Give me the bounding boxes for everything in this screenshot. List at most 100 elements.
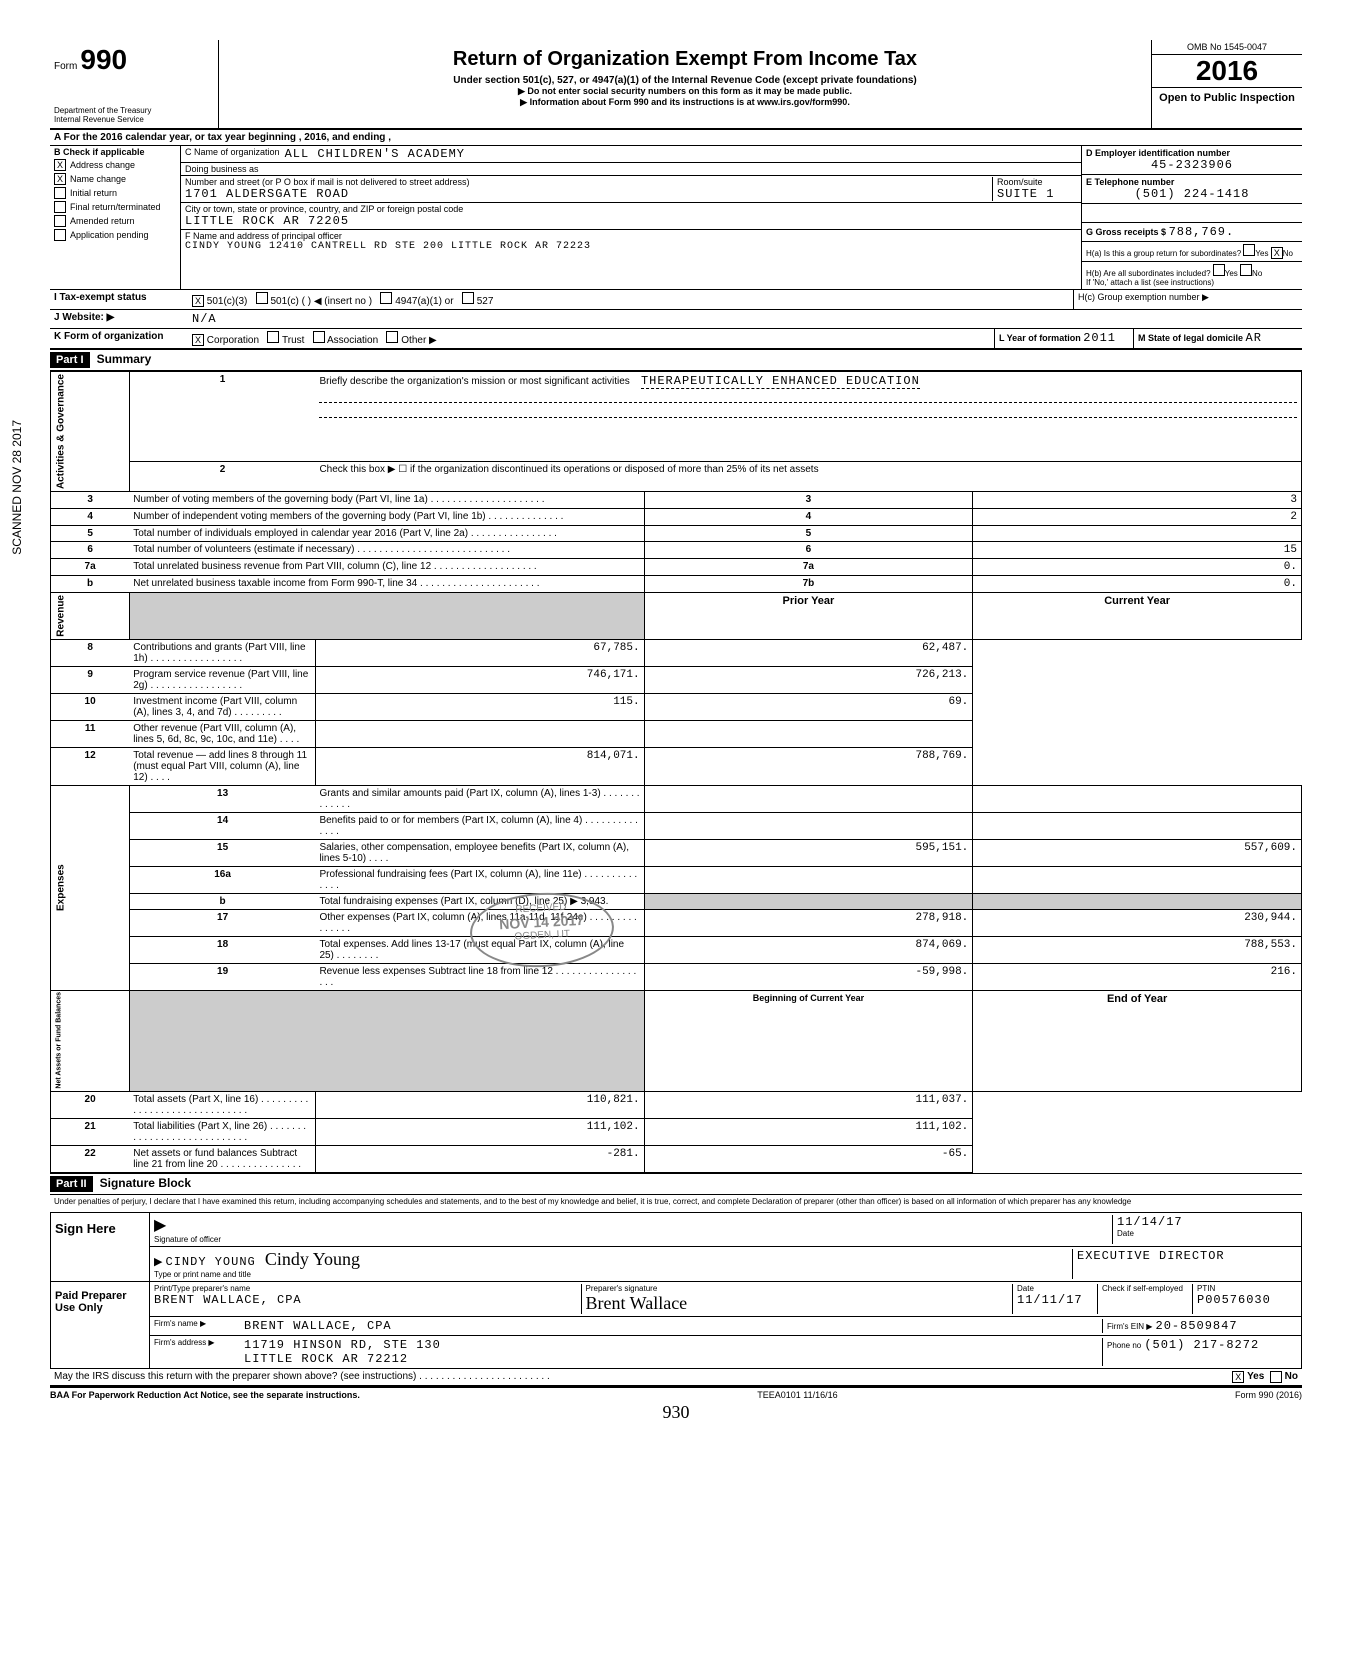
line13-num: 13 (129, 785, 315, 812)
line5-box: 5 (644, 526, 973, 542)
b-check-2[interactable] (54, 187, 66, 199)
phone: (501) 217-8272 (1144, 1338, 1259, 1352)
l-label: L Year of formation (999, 333, 1081, 343)
prep-signature: Brent Wallace (586, 1293, 688, 1313)
line22-desc: Net assets or fund balances Subtract lin… (129, 1146, 315, 1173)
hb-label: H(b) Are all subordinates included? (1086, 269, 1211, 278)
ha-yes: Yes (1255, 249, 1268, 258)
line7a-desc: Total unrelated business revenue from Pa… (129, 559, 644, 576)
officer-title: EXECUTIVE DIRECTOR (1072, 1249, 1297, 1279)
scanned-stamp: SCANNED NOV 28 2017 (10, 420, 24, 555)
line9-num: 9 (51, 666, 130, 693)
e-label: E Telephone number (1086, 177, 1174, 187)
footer: BAA For Paperwork Reduction Act Notice, … (50, 1387, 1302, 1402)
part1-header-row: Part I Summary (50, 349, 1302, 371)
b-check-label-4: Amended return (70, 216, 135, 226)
line15-desc: Salaries, other compensation, employee b… (315, 839, 644, 866)
i-501c3-box[interactable]: X (192, 295, 204, 307)
line18-num: 18 (129, 936, 315, 963)
b-label: B Check if applicable (54, 147, 145, 157)
f-label: F Name and address of principal officer (185, 231, 1077, 241)
line20-num: 20 (51, 1092, 130, 1119)
line14-curr (973, 812, 1302, 839)
b-check-0[interactable]: X (54, 159, 66, 171)
line9-curr: 726,213. (644, 666, 973, 693)
prep-date: 11/11/17 (1017, 1293, 1097, 1307)
line8-prior: 67,785. (315, 639, 644, 666)
line19-num: 19 (129, 963, 315, 990)
discuss-text: May the IRS discuss this return with the… (54, 1371, 1232, 1383)
check-self: Check if self-employed (1097, 1284, 1192, 1314)
form-subtitle: Under section 501(c), 527, or 4947(a)(1)… (227, 75, 1143, 86)
k-trust-box[interactable] (267, 331, 279, 343)
line7a-val: 0. (973, 559, 1302, 576)
tax-year: 2016 (1152, 55, 1302, 88)
i-501c3: 501(c)(3) (207, 296, 248, 307)
line22-curr: -65. (644, 1146, 973, 1173)
i-4947: 4947(a)(1) or (395, 296, 453, 307)
line19-curr: 216. (973, 963, 1302, 990)
line11-num: 11 (51, 720, 130, 747)
line16a-num: 16a (129, 866, 315, 893)
addr: 1701 ALDERSGATE ROAD (185, 187, 992, 201)
c-name-label: C Name of organization (185, 147, 280, 161)
line10-curr: 69. (644, 693, 973, 720)
firm-name: BRENT WALLACE, CPA (244, 1319, 1102, 1333)
ha-no: No (1283, 249, 1293, 258)
col-d-h: D Employer identification number 45-2323… (1081, 146, 1302, 289)
discuss-no: No (1285, 1371, 1298, 1383)
header-current: Current Year (973, 593, 1302, 640)
line16a-desc: Professional fundraising fees (Part IX, … (315, 866, 644, 893)
line20-prior: 110,821. (315, 1092, 644, 1119)
officer-signature: Cindy Young (265, 1249, 360, 1269)
discuss-yes-box[interactable]: X (1232, 1371, 1244, 1383)
line11-curr (644, 720, 973, 747)
sign-here-label: Sign Here (51, 1213, 150, 1281)
line16a-curr (973, 866, 1302, 893)
i-501c-box[interactable] (256, 292, 268, 304)
sidebar-expenses: Expenses (51, 785, 130, 990)
ptin-label: PTIN (1197, 1284, 1297, 1293)
dba-label: Doing business as (185, 164, 259, 174)
line13-desc: Grants and similar amounts paid (Part IX… (315, 785, 644, 812)
lineb-box: 7b (644, 576, 973, 593)
dept-treasury: Department of the Treasury (54, 106, 214, 115)
city-label: City or town, state or province, country… (185, 204, 1077, 214)
header-end: End of Year (973, 990, 1302, 1092)
room: SUITE 1 (997, 187, 1077, 201)
ha-no-box[interactable]: X (1271, 247, 1283, 259)
ha-yes-box[interactable] (1243, 244, 1255, 256)
hb-no-box[interactable] (1240, 264, 1252, 276)
b-check-3[interactable] (54, 201, 66, 213)
line11-desc: Other revenue (Part VIII, column (A), li… (129, 720, 315, 747)
hb-no: No (1252, 269, 1262, 278)
line12-num: 12 (51, 747, 130, 785)
b-check-1[interactable]: X (54, 173, 66, 185)
line8-curr: 62,487. (644, 639, 973, 666)
line19-desc: Revenue less expenses Subtract line 18 f… (315, 963, 644, 990)
k-corp-box[interactable]: X (192, 334, 204, 346)
discuss-yes: Yes (1247, 1371, 1264, 1383)
line12-curr: 788,769. (644, 747, 973, 785)
line4-desc: Number of independent voting members of … (129, 509, 644, 526)
ptin: P00576030 (1197, 1293, 1297, 1307)
line5-num: 5 (51, 526, 130, 542)
k-other-box[interactable] (386, 331, 398, 343)
hb-yes-box[interactable] (1213, 264, 1225, 276)
i-527-box[interactable] (462, 292, 474, 304)
paid-preparer-label: Paid Preparer Use Only (51, 1282, 150, 1368)
firm-name-label: Firm's name ▶ (154, 1319, 244, 1333)
lineb-desc: Net unrelated business taxable income fr… (129, 576, 644, 593)
omb-number: OMB No 1545-0047 (1152, 40, 1302, 55)
officer-name: CINDY YOUNG (166, 1255, 256, 1269)
room-label: Room/suite (997, 177, 1077, 187)
i-4947-box[interactable] (380, 292, 392, 304)
hb-note: If 'No,' attach a list (see instructions… (1086, 278, 1298, 287)
b-check-5[interactable] (54, 229, 66, 241)
perjury-text: Under penalties of perjury, I declare th… (50, 1195, 1302, 1208)
k-assoc-box[interactable] (313, 331, 325, 343)
d-value: 45-2323906 (1086, 158, 1298, 172)
b-check-4[interactable] (54, 215, 66, 227)
discuss-no-box[interactable] (1270, 1371, 1282, 1383)
line3-val: 3 (973, 492, 1302, 509)
